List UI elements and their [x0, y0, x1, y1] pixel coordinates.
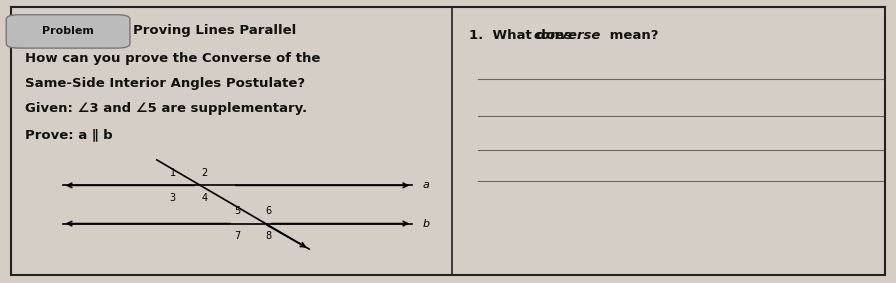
Text: Prove: a ∥ b: Prove: a ∥ b — [25, 128, 113, 141]
Text: Given: ∠3 and ∠5 are supplementary.: Given: ∠3 and ∠5 are supplementary. — [25, 102, 307, 115]
Text: How can you prove the Converse of the: How can you prove the Converse of the — [25, 52, 321, 65]
Text: 6: 6 — [266, 206, 271, 216]
Text: 8: 8 — [266, 231, 271, 241]
Text: 4: 4 — [202, 193, 207, 203]
FancyBboxPatch shape — [6, 15, 130, 48]
Text: 1.  What does: 1. What does — [469, 29, 576, 42]
Text: 5: 5 — [234, 206, 240, 216]
Text: Proving Lines Parallel: Proving Lines Parallel — [133, 24, 296, 37]
FancyBboxPatch shape — [11, 7, 885, 275]
Text: a: a — [423, 180, 430, 190]
Text: b: b — [423, 218, 430, 229]
Text: 2: 2 — [202, 168, 208, 178]
Text: 7: 7 — [234, 231, 240, 241]
Text: Problem: Problem — [42, 26, 94, 36]
Text: converse: converse — [533, 29, 600, 42]
Text: 1: 1 — [169, 168, 176, 178]
Text: 3: 3 — [169, 193, 176, 203]
Text: mean?: mean? — [605, 29, 659, 42]
Text: Same-Side Interior Angles Postulate?: Same-Side Interior Angles Postulate? — [25, 77, 306, 90]
